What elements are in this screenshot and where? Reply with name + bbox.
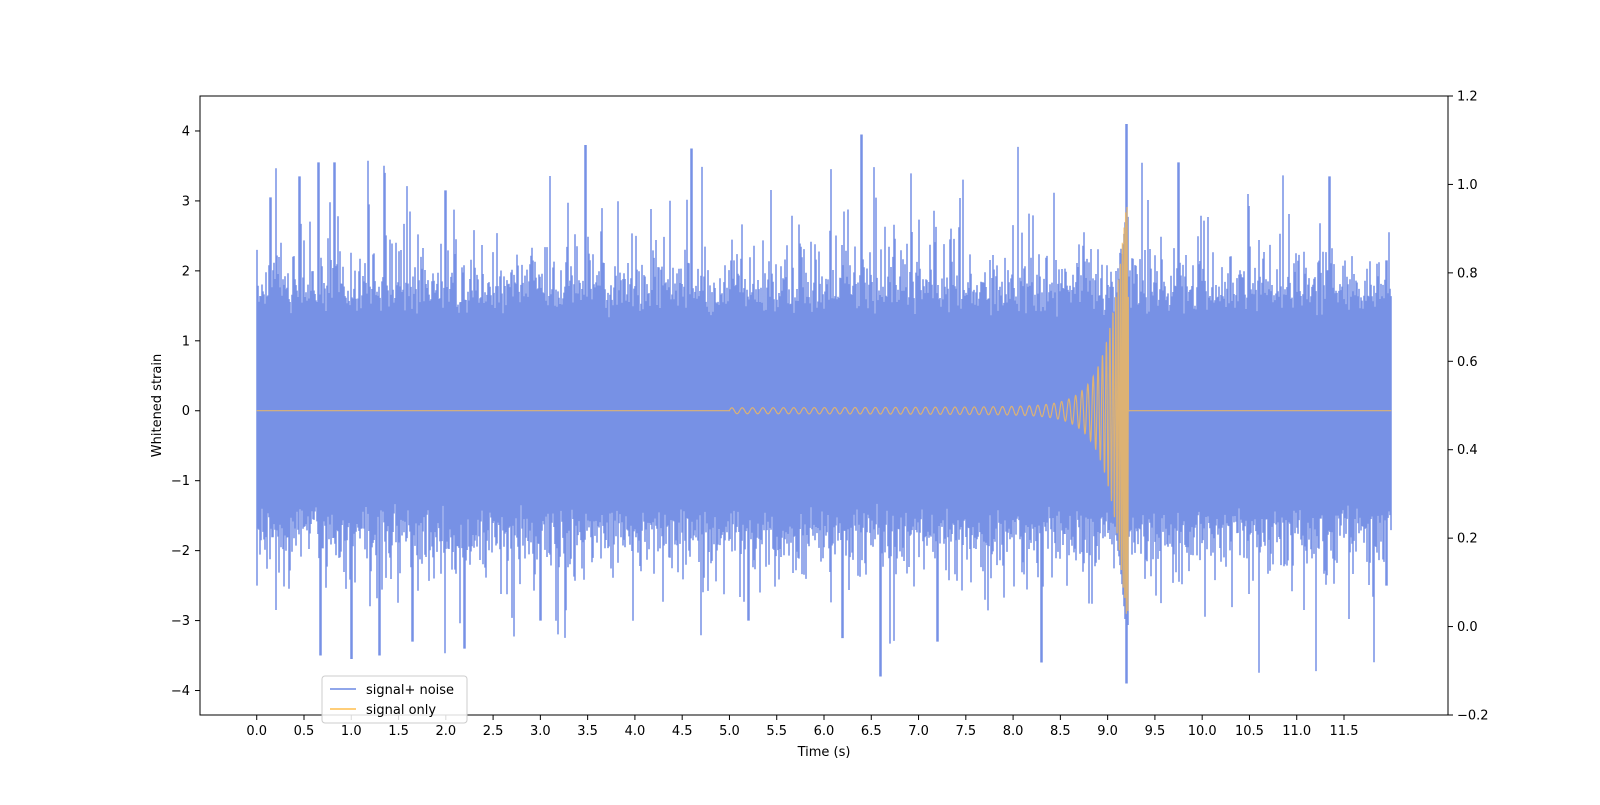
y-right-tick-label: 0.0: [1457, 620, 1478, 635]
y-tick-label: −2: [171, 544, 190, 559]
x-tick-label: 2.0: [435, 724, 456, 739]
y-right-tick-label: 1.2: [1457, 90, 1478, 105]
legend-label-signal-only: signal only: [366, 703, 436, 718]
x-tick-label: 6.5: [861, 724, 882, 739]
legend-label-signal-noise: signal+ noise: [366, 683, 454, 698]
y-right-tick-label: 0.2: [1457, 532, 1478, 547]
x-axis: 0.0 0.5 1.0 1.5 2.0 2.5 3.0 3.5 4.0 4.5 5.0 5.5 6.0 6…: [246, 715, 1358, 739]
x-tick-label: 6.0: [814, 724, 835, 739]
x-tick-label: 7.0: [908, 724, 929, 739]
x-tick-label: 10.5: [1235, 724, 1264, 739]
y-tick-label: 4: [182, 124, 190, 139]
x-tick-label: 10.0: [1188, 724, 1217, 739]
y-tick-label: −1: [171, 474, 190, 489]
y-tick-label: 0: [182, 404, 190, 419]
x-tick-label: 5.5: [766, 724, 787, 739]
x-tick-label: 8.0: [1003, 724, 1024, 739]
y-tick-label: 3: [182, 194, 190, 209]
y-axis-left: −4 −3 −2 −1 0 1 2 3 4: [171, 124, 200, 699]
y-axis-label: Whitened strain: [150, 354, 165, 457]
x-tick-label: 3.0: [530, 724, 551, 739]
x-tick-label: 1.5: [388, 724, 409, 739]
y-right-tick-label: 0.8: [1457, 266, 1478, 281]
series-signal-only-line: [256, 206, 1392, 614]
series-signal-noise-line: [256, 124, 1392, 684]
y-right-tick-label: 0.4: [1457, 443, 1478, 458]
x-tick-label: 2.5: [483, 724, 504, 739]
y-tick-label: 1: [182, 334, 190, 349]
y-tick-label: −3: [171, 614, 190, 629]
x-tick-label: 0.0: [246, 724, 267, 739]
plot-area: [256, 124, 1392, 684]
y-axis-right: −0.2 0.0 0.2 0.4 0.6 0.8 1.0 1.2: [1448, 90, 1489, 724]
x-tick-label: 0.5: [294, 724, 315, 739]
x-axis-label: Time (s): [797, 745, 851, 760]
y-right-tick-label: 1.0: [1457, 178, 1478, 193]
legend-box: [321, 675, 468, 724]
x-tick-label: 3.5: [577, 724, 598, 739]
y-right-tick-label: 0.6: [1457, 355, 1478, 370]
y-right-tick-label: −0.2: [1457, 709, 1489, 724]
x-tick-label: 7.5: [955, 724, 976, 739]
legend: signal+ noise signal only: [321, 675, 468, 724]
x-tick-label: 4.0: [625, 724, 646, 739]
x-tick-label: 4.5: [672, 724, 693, 739]
y-tick-label: −4: [171, 684, 190, 699]
x-tick-label: 5.0: [719, 724, 740, 739]
x-tick-label: 11.5: [1330, 724, 1359, 739]
x-tick-label: 1.0: [341, 724, 362, 739]
x-tick-label: 8.5: [1050, 724, 1071, 739]
y-tick-label: 2: [182, 264, 190, 279]
x-tick-label: 9.0: [1097, 724, 1118, 739]
x-tick-label: 9.5: [1145, 724, 1166, 739]
x-tick-label: 11.0: [1282, 724, 1311, 739]
